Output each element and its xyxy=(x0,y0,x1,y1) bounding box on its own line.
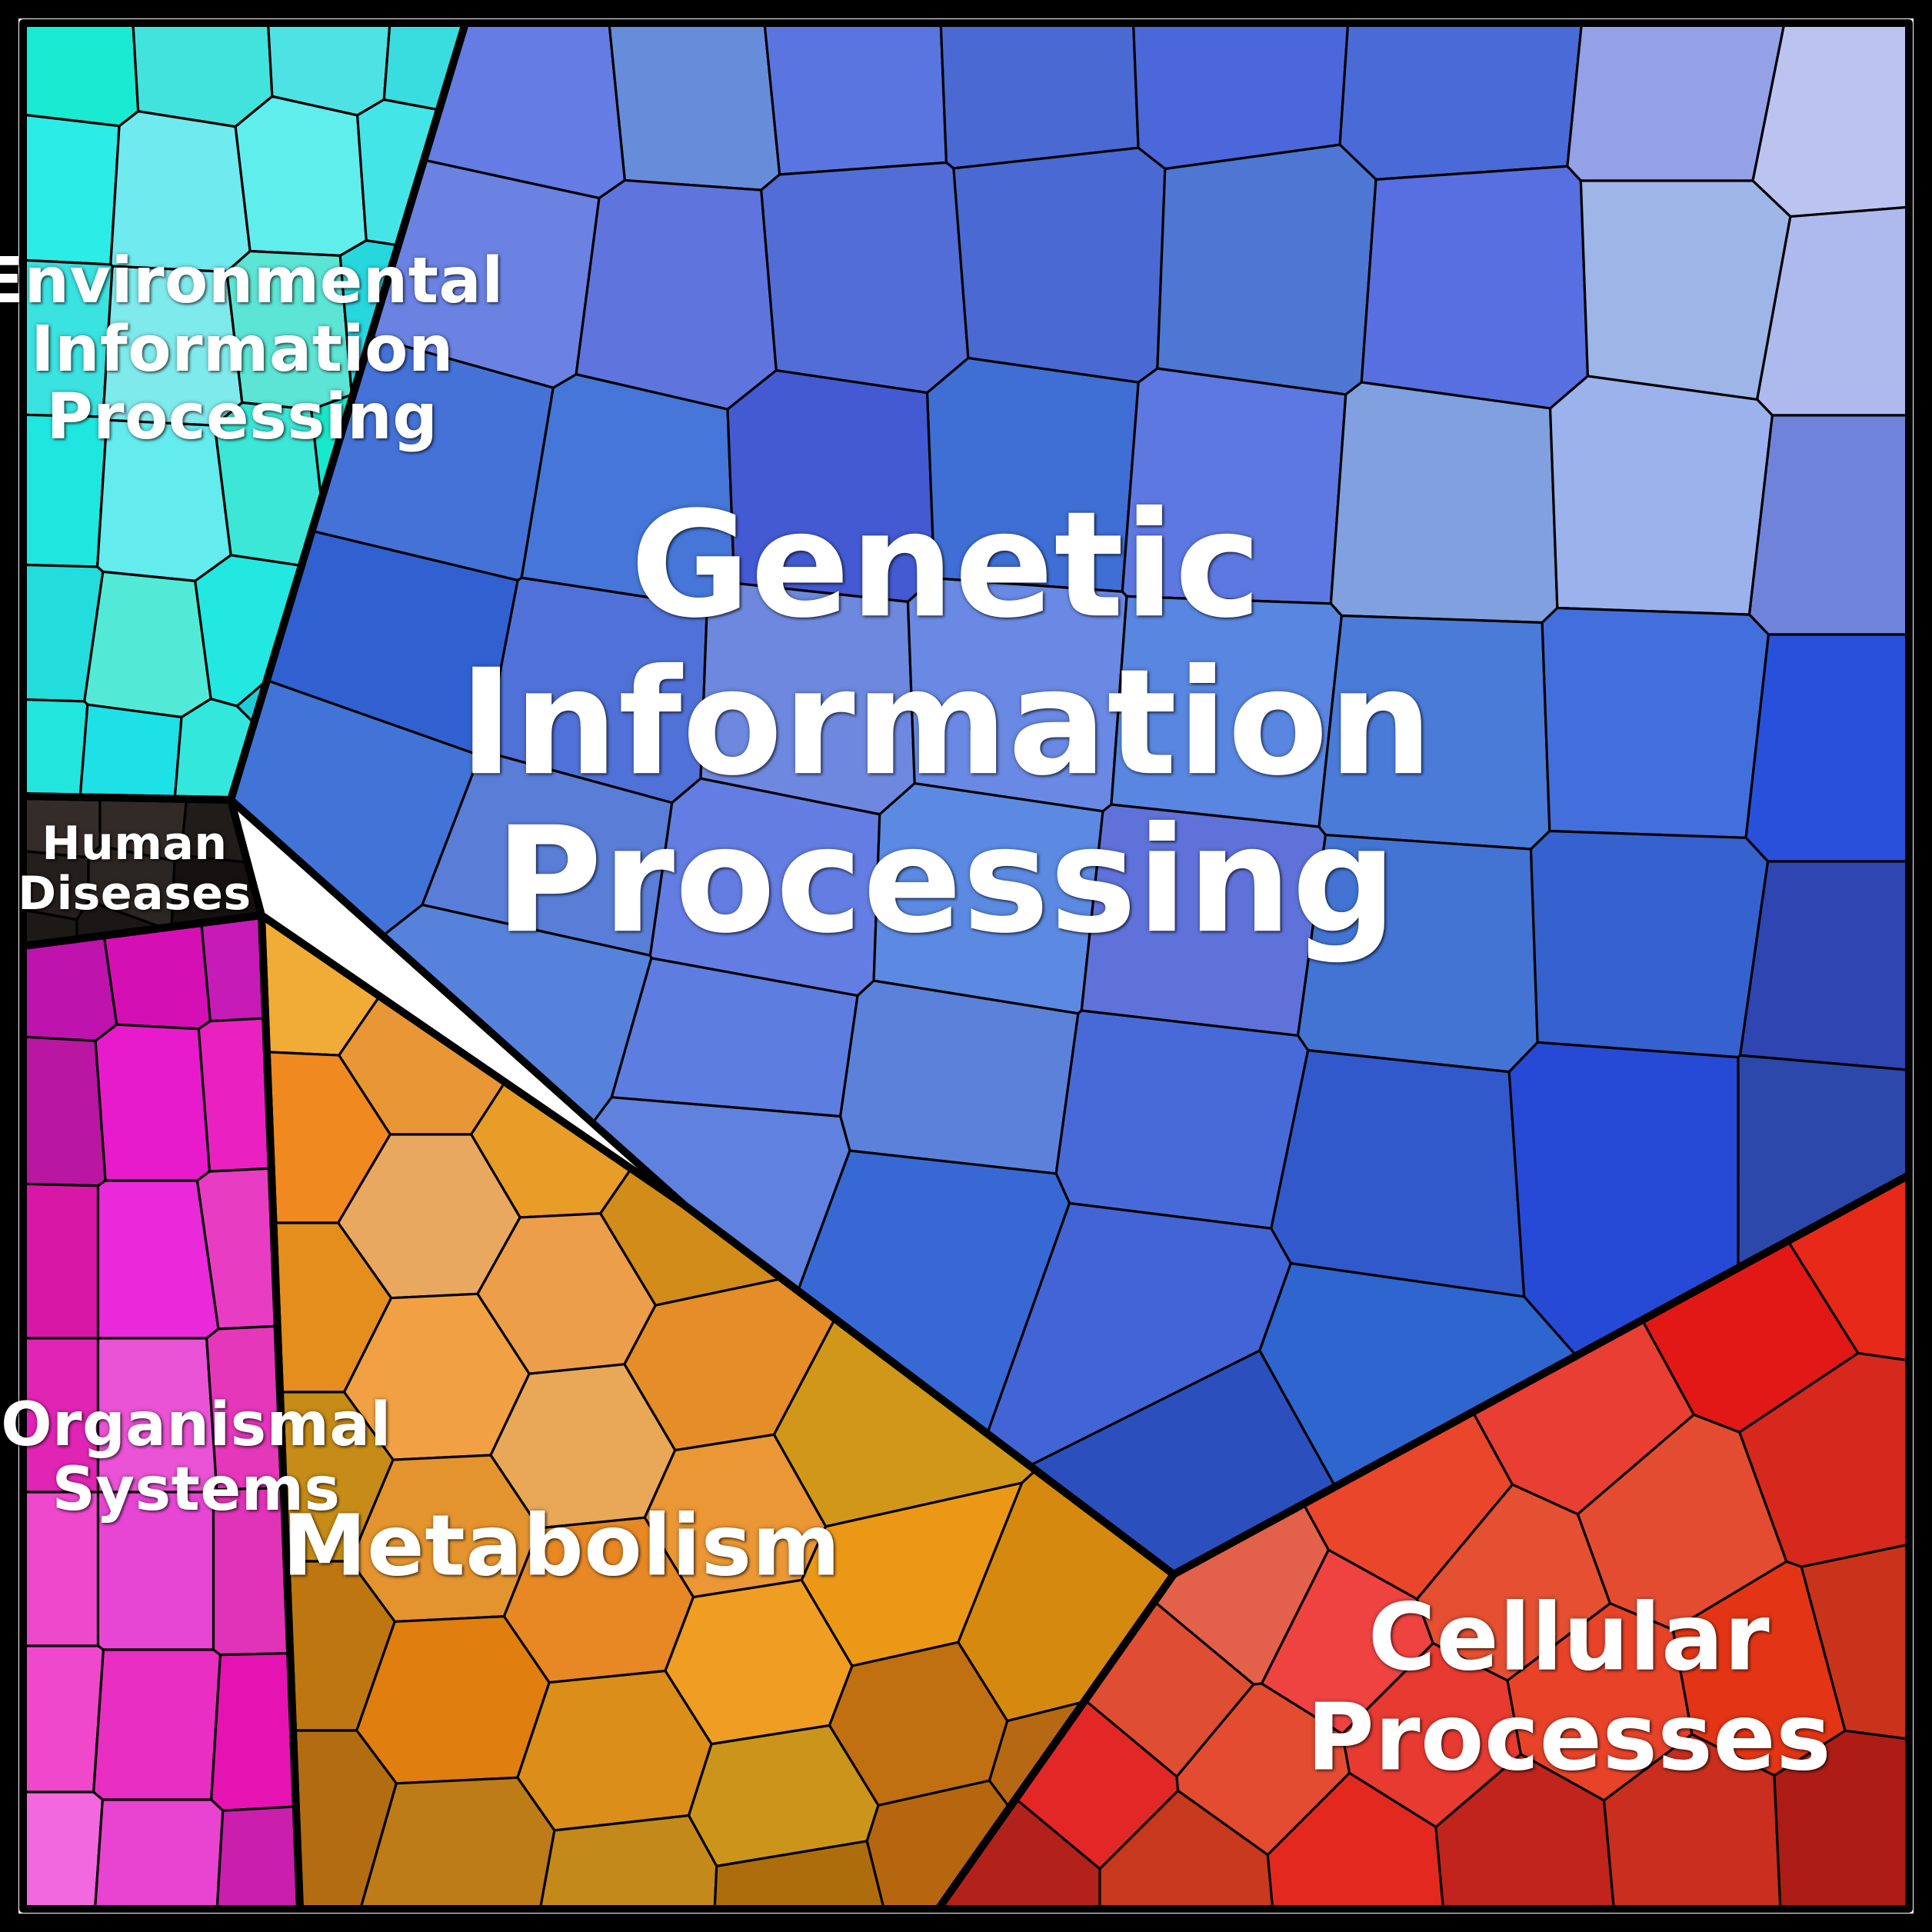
cell xyxy=(576,180,776,409)
cell xyxy=(954,148,1165,382)
cell xyxy=(1567,23,1784,181)
cell xyxy=(85,571,211,717)
cell xyxy=(609,23,780,190)
cell xyxy=(104,923,210,1029)
cell xyxy=(1581,181,1790,399)
cell xyxy=(23,935,117,1041)
cell xyxy=(941,23,1138,168)
cell xyxy=(95,1800,223,1909)
cell xyxy=(1531,831,1767,1058)
cell xyxy=(1361,166,1587,408)
cell xyxy=(841,981,1078,1174)
cell xyxy=(23,1646,103,1792)
cell xyxy=(95,1024,209,1181)
label-metabolism: Metabolism xyxy=(282,1501,841,1592)
label-human_diseases: Human Diseases xyxy=(18,819,251,919)
cell xyxy=(761,162,968,392)
voronoi-treemap: Genetic Information Processing Environmen… xyxy=(0,0,1932,1932)
cell xyxy=(1551,376,1773,615)
cell xyxy=(198,1018,271,1171)
label-env_info: Environmental Information Processing xyxy=(0,248,504,452)
cell xyxy=(764,23,946,175)
cell xyxy=(94,1650,221,1800)
cell xyxy=(23,23,138,126)
cell xyxy=(80,705,182,798)
cell xyxy=(23,1792,102,1909)
cell xyxy=(235,96,366,255)
cell xyxy=(217,1807,300,1909)
cell xyxy=(23,1184,98,1338)
cell xyxy=(1746,635,1909,861)
cell xyxy=(540,1815,716,1909)
cell xyxy=(1750,415,1909,635)
cell xyxy=(212,1654,296,1811)
cell xyxy=(1056,1011,1308,1228)
cell xyxy=(1158,145,1376,395)
cell xyxy=(1740,861,1909,1070)
cell xyxy=(1542,608,1768,838)
cell xyxy=(1271,1051,1524,1297)
cell xyxy=(1340,23,1581,179)
cell xyxy=(133,23,272,127)
cell xyxy=(23,699,88,797)
cell xyxy=(202,915,265,1021)
cell xyxy=(23,1037,105,1186)
label-genetic_info: Genetic Information Processing xyxy=(459,486,1433,960)
cell xyxy=(23,115,119,265)
label-cellular: Cellular Processes xyxy=(1307,1588,1831,1787)
